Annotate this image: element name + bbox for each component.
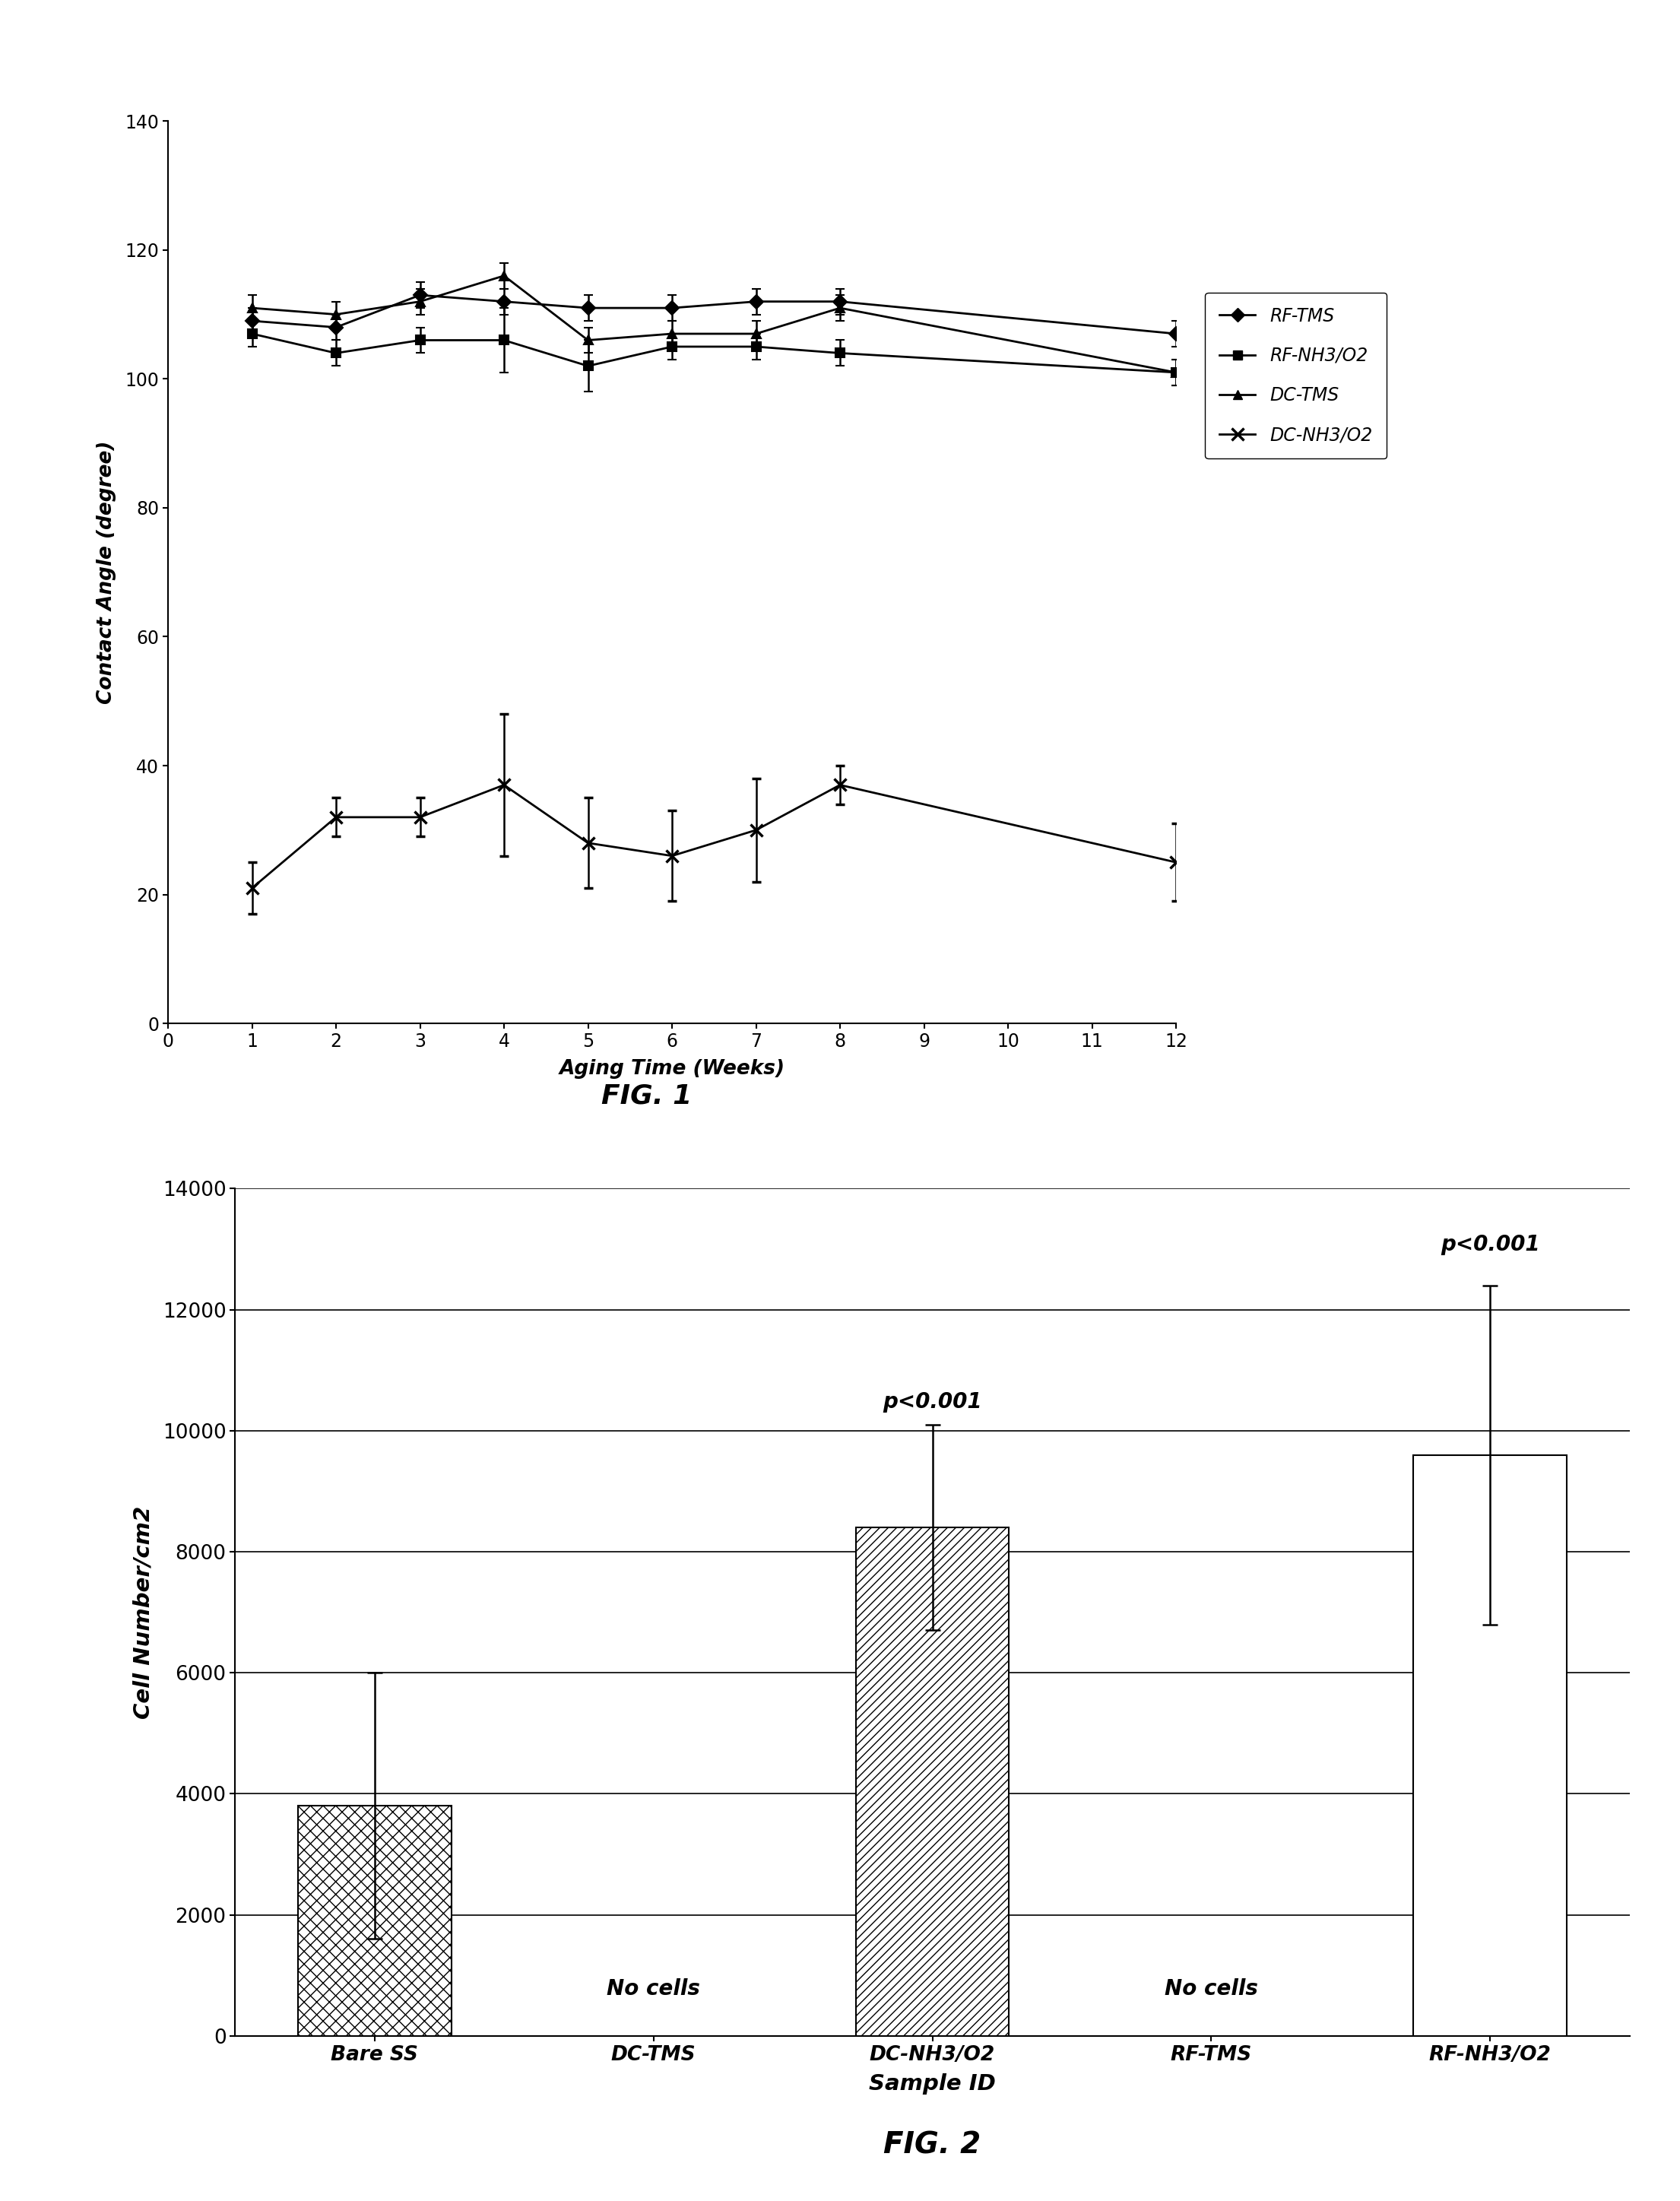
Text: FIG. 2: FIG. 2 <box>884 2131 981 2159</box>
Legend: RF-TMS, RF-NH3/O2, DC-TMS, DC-NH3/O2: RF-TMS, RF-NH3/O2, DC-TMS, DC-NH3/O2 <box>1205 293 1388 458</box>
Text: p<0.001: p<0.001 <box>1440 1235 1541 1255</box>
Text: FIG. 1: FIG. 1 <box>601 1083 692 1109</box>
Bar <box>297 1805 452 2036</box>
X-axis label: Aging Time (Weeks): Aging Time (Weeks) <box>559 1059 785 1078</box>
Text: p<0.001: p<0.001 <box>882 1391 983 1413</box>
Text: No cells: No cells <box>606 1979 701 1999</box>
Bar <box>1413 1455 1567 2036</box>
X-axis label: Sample ID: Sample ID <box>869 2073 996 2095</box>
Bar <box>855 1527 1010 2036</box>
Text: No cells: No cells <box>1164 1979 1258 1999</box>
Y-axis label: Cell Number/cm2: Cell Number/cm2 <box>133 1505 155 1719</box>
Y-axis label: Contact Angle (degree): Contact Angle (degree) <box>97 440 116 704</box>
